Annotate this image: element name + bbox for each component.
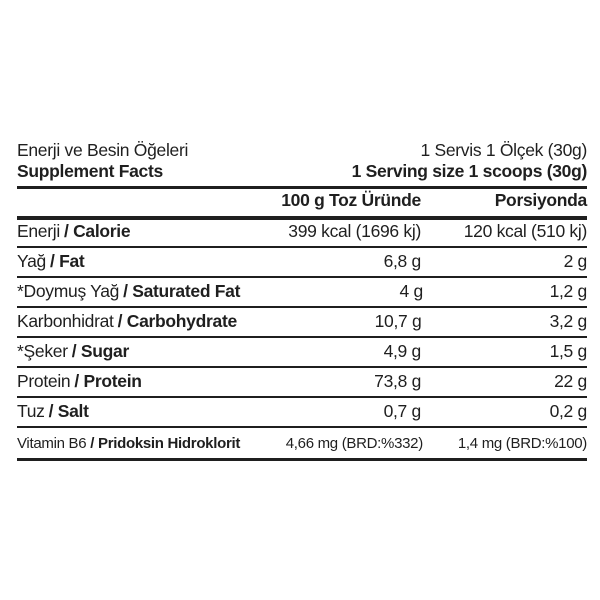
table-row-saturated-fat: *Doymuş Yağ / Saturated Fat 4 g 1,2 g [17, 278, 587, 308]
nutrient-name-turkish: Protein [17, 371, 71, 391]
value-portion: 1,2 g [549, 281, 588, 301]
table-row-vitamin-b6: Vitamin B6/ Pridoksin Hidroklorit 4,66 m… [17, 428, 587, 461]
nutrient-name-english: / Sugar [71, 341, 130, 361]
table-row-salt: Tuz / Salt 0,7 g 0,2 g [17, 398, 587, 428]
table-row-fat: Yağ / Fat 6,8 g 2 g [17, 248, 587, 278]
table-row-calorie: Enerji / Calorie 399 kcal (1696 kj) 120 k… [17, 220, 587, 248]
nutrient-name-turkish: Vitamin B6 [17, 435, 87, 452]
label-title-turkish: Enerji ve Besin Öğeleri [17, 140, 189, 160]
value-portion: 1,4 mg (BRD:%100) [457, 435, 587, 452]
nutrient-name: *Doymuş Yağ / Saturated Fat [17, 281, 240, 302]
nutrient-name: Protein / Protein [17, 371, 236, 392]
column-header-row: 100 g Toz Üründe Porsiyonda [17, 189, 587, 220]
value-per-100g: 4,9 g [383, 341, 422, 361]
nutrient-name: Karbonhidrat / Carbohydrate [17, 311, 237, 332]
value-per-100g: 10,7 g [374, 311, 422, 331]
nutrient-name-english: / Pridoksin Hidroklorit [90, 435, 241, 452]
serving-size-english: 1 Serving size 1 scoops (30g) [351, 161, 588, 181]
nutrient-name: Tuz / Salt [17, 401, 236, 422]
table-row-sugar: *Şeker / Sugar 4,9 g 1,5 g [17, 338, 587, 368]
nutrient-name-english: / Carbohydrate [117, 311, 238, 331]
value-per-100g: 4 g [399, 281, 424, 301]
intro-row: Enerji ve Besin Öğeleri 1 Servis 1 Ölçek… [17, 138, 587, 163]
supplement-facts-label: Enerji ve Besin Öğeleri 1 Servis 1 Ölçek… [17, 138, 587, 461]
nutrient-name-english: / Saturated Fat [123, 281, 241, 301]
nutrient-name-english: / Protein [74, 371, 142, 391]
table-row-carbohydrate: Karbonhidrat / Carbohydrate 10,7 g 3,2 g [17, 308, 587, 338]
nutrient-name-turkish: *Doymuş Yağ [17, 281, 120, 301]
nutrient-name: Yağ / Fat [17, 251, 236, 272]
value-per-100g: 6,8 g [383, 251, 422, 271]
nutrient-name: Enerji / Calorie [17, 221, 236, 242]
nutrient-name-turkish: Enerji [17, 221, 60, 241]
nutrient-name-english: / Salt [48, 401, 89, 421]
label-title-english: Supplement Facts [17, 161, 163, 181]
value-portion: 2 g [563, 251, 588, 271]
nutrient-name: *Şeker / Sugar [17, 341, 236, 362]
value-portion: 3,2 g [549, 311, 588, 331]
nutrient-name-turkish: Karbonhidrat [17, 311, 114, 331]
title-row: Supplement Facts 1 Serving size 1 scoops… [17, 161, 588, 189]
serving-size-turkish: 1 Servis 1 Ölçek (30g) [420, 140, 587, 160]
value-per-100g: 4,66 mg (BRD:%332) [285, 435, 423, 452]
table-row-protein: Protein / Protein 73,8 g 22 g [17, 368, 587, 398]
nutrient-name-turkish: *Şeker [17, 341, 68, 361]
value-portion: 1,5 g [549, 341, 588, 361]
nutrient-name-english: / Fat [49, 251, 85, 271]
nutrient-name: Vitamin B6/ Pridoksin Hidroklorit [17, 435, 240, 452]
column-header-portion: Porsiyonda [494, 190, 588, 210]
value-per-100g: 0,7 g [383, 401, 422, 421]
value-portion: 0,2 g [549, 401, 588, 421]
nutrient-name-turkish: Tuz [17, 401, 45, 421]
column-header-per-100g: 100 g Toz Üründe [281, 190, 421, 210]
nutrient-name-turkish: Yağ [17, 251, 46, 271]
value-portion: 120 kcal (510 kj) [463, 221, 588, 241]
value-per-100g: 73,8 g [374, 371, 421, 391]
value-per-100g: 399 kcal (1696 kj) [288, 221, 421, 241]
nutrient-name-english: / Calorie [63, 221, 131, 241]
value-portion: 22 g [554, 371, 587, 391]
